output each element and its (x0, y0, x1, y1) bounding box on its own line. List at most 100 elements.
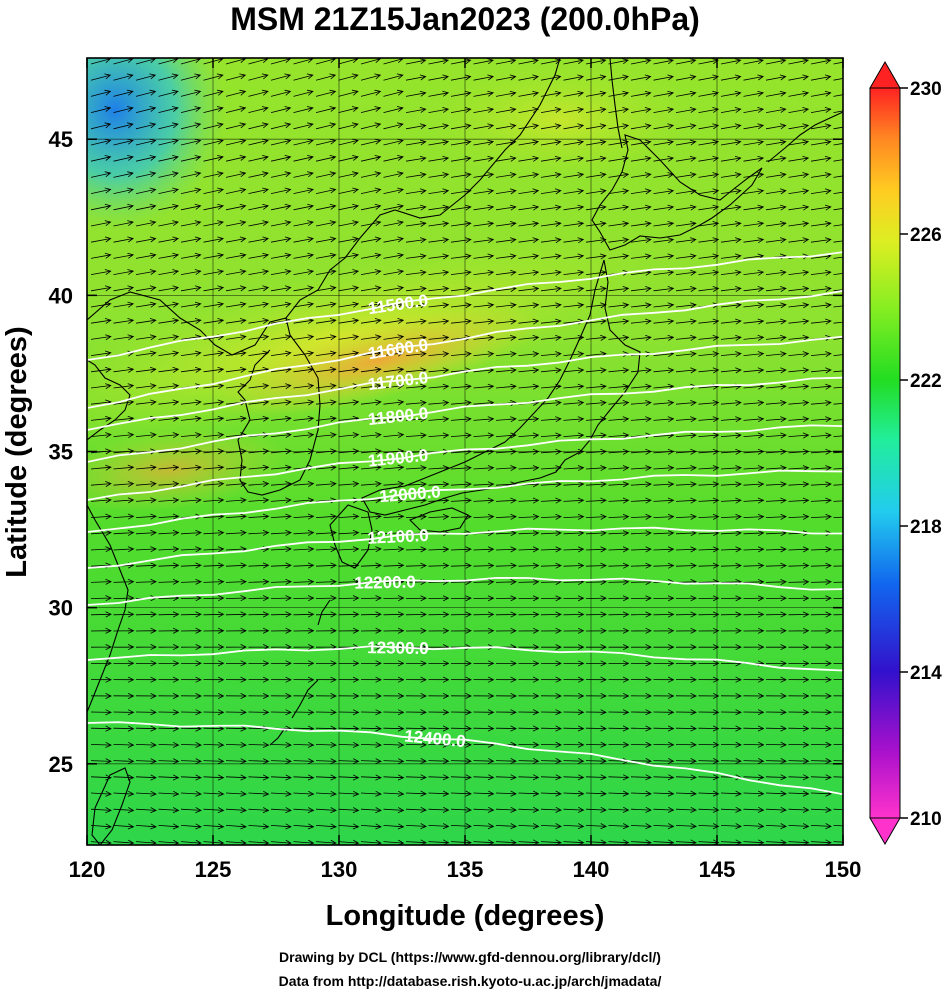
wind-arrow (405, 546, 427, 553)
wind-arrow (653, 660, 675, 667)
wind-arrow (630, 513, 652, 520)
wind-arrow (653, 155, 675, 162)
wind-arrow (833, 630, 843, 632)
wind-arrow (473, 107, 495, 113)
wind-arrow (518, 595, 540, 602)
wind-arrow (135, 171, 157, 178)
wind-arrow (540, 204, 562, 211)
wind-arrow (90, 644, 112, 651)
wind-arrow (270, 220, 292, 227)
wind-arrow (135, 725, 157, 732)
wind-arrow (113, 318, 135, 324)
wind-arrow (743, 481, 765, 488)
wind-arrow (270, 73, 292, 81)
wind-arrow (810, 579, 832, 585)
wind-arrow (113, 73, 134, 81)
wind-arrow (90, 122, 112, 130)
wind-arrow (675, 432, 697, 439)
wind-arrow (653, 595, 675, 602)
wind-arrow (608, 611, 630, 618)
wind-arrow (90, 415, 112, 422)
wind-arrow (653, 286, 675, 292)
wind-arrow (608, 595, 630, 602)
wind-arrow (90, 741, 112, 748)
height-contours (87, 251, 843, 796)
wind-arrow (608, 172, 630, 179)
wind-arrow (788, 74, 810, 81)
wind-arrow (158, 318, 180, 324)
wind-arrow (585, 334, 607, 341)
wind-arrow (495, 465, 517, 472)
wind-arrow (113, 693, 135, 699)
wind-arrow (495, 318, 517, 325)
wind-arrow (270, 171, 292, 178)
x-axis-label: Longitude (degrees) (326, 900, 605, 932)
wind-arrow (180, 448, 202, 455)
wind-arrow (225, 203, 247, 211)
wind-arrow (473, 579, 495, 585)
wind-arrow (135, 709, 157, 716)
wind-arrow (540, 497, 562, 504)
wind-arrow (158, 171, 179, 178)
wind-arrow (720, 139, 742, 146)
wind-arrow (135, 562, 157, 569)
wind-arrow (135, 823, 157, 830)
wind-arrow (586, 660, 607, 667)
wind-arrow (563, 692, 585, 699)
wind-arrow (630, 823, 652, 830)
wind-arrow (518, 90, 540, 97)
wind-arrow (744, 856, 764, 861)
wind-arrow (203, 611, 225, 618)
wind-arrow (765, 725, 787, 732)
wind-arrow (608, 448, 630, 455)
wind-arrow (338, 155, 359, 162)
wind-arrow (518, 107, 540, 113)
wind-arrow (203, 187, 225, 194)
wind-arrow (743, 806, 765, 813)
wind-arrow (450, 546, 472, 553)
wind-arrow (90, 513, 112, 520)
wind-arrow (428, 823, 450, 830)
wind-arrow (518, 318, 540, 325)
wind-arrow (540, 286, 562, 292)
colorbar-tick-label: 210 (910, 809, 942, 830)
wind-arrow (405, 806, 427, 813)
wind-arrow (720, 758, 742, 764)
wind-arrow (675, 172, 697, 179)
wind-arrow (675, 823, 697, 830)
wind-arrow (180, 415, 202, 422)
wind-arrow (495, 107, 517, 113)
wind-arrow (315, 758, 337, 765)
wind-arrow (518, 74, 540, 81)
wind-arrow (225, 464, 247, 471)
wind-arrow (135, 220, 157, 227)
wind-arrow (788, 513, 810, 520)
wind-arrow (630, 123, 652, 130)
wind-arrow (698, 692, 720, 699)
wind-arrow (563, 155, 585, 162)
wind-arrow (113, 203, 135, 211)
wind-arrow (585, 188, 607, 195)
wind-arrow (428, 58, 449, 65)
wind-arrow (405, 774, 427, 781)
wind-arrow (203, 432, 225, 439)
wind-arrow (743, 302, 765, 309)
wind-arrow (270, 301, 292, 308)
wind-arrow (135, 513, 157, 520)
wind-arrow (720, 253, 742, 260)
wind-arrow (203, 220, 225, 227)
wind-arrow (338, 790, 360, 797)
wind-arrow (360, 546, 382, 553)
wind-arrow (630, 497, 652, 504)
y-tick-label: 40 (49, 283, 73, 308)
wind-arrow (405, 318, 427, 325)
wind-arrow (518, 172, 540, 179)
wind-arrow (270, 513, 292, 520)
wind-arrow (113, 138, 134, 146)
wind-arrow (315, 627, 337, 634)
wind-arrow (788, 155, 810, 162)
wind-arrow (113, 220, 135, 227)
wind-arrow (833, 711, 843, 713)
wind-arrow (698, 546, 720, 553)
wind-arrow (743, 530, 765, 537)
